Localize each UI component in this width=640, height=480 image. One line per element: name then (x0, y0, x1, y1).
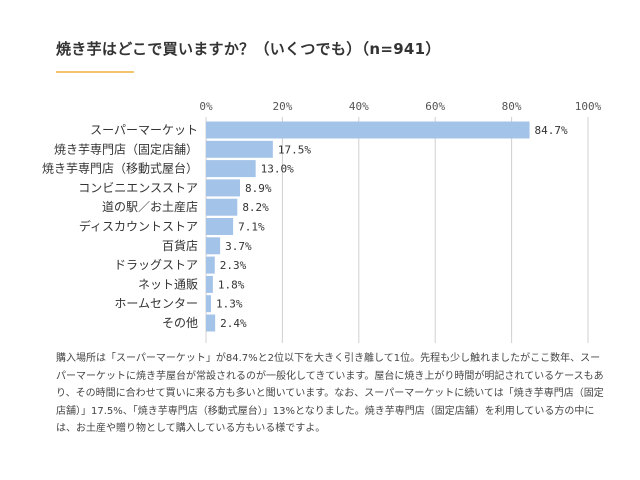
category-label: 道の駅／お土産店 (102, 199, 198, 214)
bar (206, 314, 216, 332)
category-label: ドラッグストア (114, 258, 198, 272)
bar (206, 218, 234, 235)
category-label: ディスカウントストア (79, 219, 198, 234)
category-label: 焼き芋専門店（移動式屋台） (42, 161, 198, 176)
bar (206, 198, 238, 216)
category-label: その他 (162, 316, 198, 330)
x-tick-label: 60% (425, 100, 445, 113)
data-label: 1.3% (216, 298, 243, 311)
title-underline (56, 71, 134, 73)
category-label: コンビニエンスストア (78, 181, 198, 195)
data-label: 2.3% (220, 259, 247, 272)
x-tick-label: 0% (199, 100, 213, 113)
data-label: 13.0% (261, 163, 294, 176)
category-label: ネット通販 (138, 277, 198, 291)
category-label: スーパーマーケット (90, 123, 198, 137)
data-label: 8.9% (245, 182, 272, 195)
x-tick-label: 40% (349, 100, 369, 113)
bar (206, 256, 215, 274)
bar (206, 140, 273, 158)
bar (206, 237, 221, 255)
category-label: 焼き芋専門店（固定店舗） (54, 141, 198, 156)
data-label: 17.5% (278, 143, 311, 156)
category-label: 百貨店 (162, 238, 198, 253)
data-label: 7.1% (238, 221, 265, 234)
x-tick-label: 80% (502, 100, 522, 113)
bar-chart: 0% 20% 40% 60% 80% 100% スーパーマーケット 84.7% 焼き芋専門店（固… (42, 100, 602, 343)
bar (206, 179, 240, 197)
data-label: 8.2% (242, 201, 269, 214)
category-label: ホームセンター (114, 297, 198, 311)
data-label: 2.4% (220, 317, 247, 330)
bar (206, 121, 530, 139)
data-label: 84.7% (535, 124, 568, 137)
data-label: 3.7% (225, 240, 252, 253)
chart-description: 購入場所は「スーパーマーケット」が84.7%と2位以下を大きく引き離して1位。先… (56, 353, 604, 434)
chart-title: 焼き芋はどこで買いますか？（いくつでも）（n=941） (56, 40, 441, 58)
bar (206, 295, 211, 313)
x-tick-label: 20% (272, 100, 292, 113)
x-tick-label: 100% (575, 100, 602, 113)
bar (206, 160, 256, 178)
data-label: 1.8% (218, 278, 245, 291)
bar (206, 275, 213, 293)
